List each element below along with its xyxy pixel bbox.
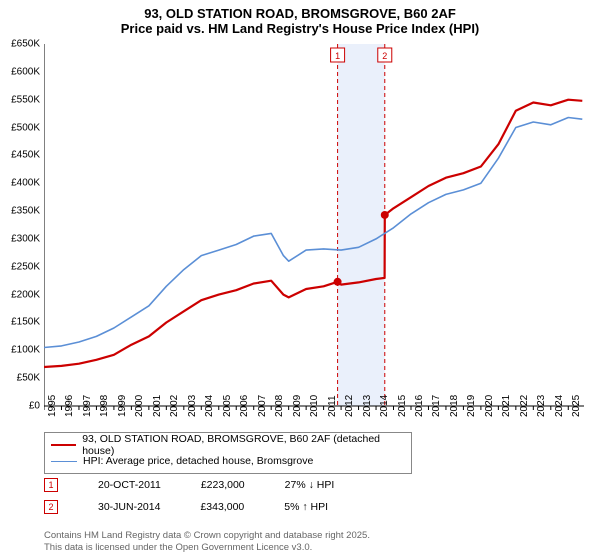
- footer-line1: Contains HM Land Registry data © Crown c…: [44, 530, 370, 542]
- legend-swatch-price-paid: [51, 444, 76, 446]
- chart-plot-area: 12: [44, 44, 584, 406]
- x-tick-label: 2020: [484, 395, 495, 417]
- footer-attribution: Contains HM Land Registry data © Crown c…: [44, 530, 370, 554]
- chart-title-line1: 93, OLD STATION ROAD, BROMSGROVE, B60 2A…: [0, 6, 600, 21]
- x-tick-label: 2002: [169, 395, 180, 417]
- x-tick-label: 1995: [47, 395, 58, 417]
- x-tick-label: 2019: [466, 395, 477, 417]
- svg-text:2: 2: [382, 51, 387, 61]
- chart-svg: 12: [44, 44, 584, 424]
- marker-badge-2: 2: [44, 500, 58, 514]
- x-tick-label: 2006: [239, 395, 250, 417]
- x-tick-label: 2018: [449, 395, 460, 417]
- x-tick-label: 2015: [397, 395, 408, 417]
- x-tick-label: 2012: [344, 395, 355, 417]
- y-tick-label: £250K: [11, 261, 40, 272]
- chart-title-line2: Price paid vs. HM Land Registry's House …: [0, 21, 600, 36]
- y-tick-label: £450K: [11, 150, 40, 161]
- y-tick-label: £100K: [11, 345, 40, 356]
- x-tick-label: 1999: [117, 395, 128, 417]
- y-tick-label: £50K: [17, 373, 40, 384]
- marker-badge-1: 1: [44, 478, 58, 492]
- marker-row-1: 1 20-OCT-2011 £223,000 27% ↓ HPI: [44, 478, 334, 492]
- x-tick-label: 2007: [257, 395, 268, 417]
- x-tick-label: 2017: [431, 395, 442, 417]
- y-tick-label: £650K: [11, 39, 40, 50]
- x-tick-label: 2001: [152, 395, 163, 417]
- y-tick-label: £350K: [11, 206, 40, 217]
- x-tick-label: 2025: [571, 395, 582, 417]
- marker-delta-2: 5% ↑ HPI: [284, 501, 328, 513]
- y-tick-label: £150K: [11, 317, 40, 328]
- x-tick-label: 2011: [327, 395, 338, 417]
- marker-delta-1: 27% ↓ HPI: [285, 479, 335, 491]
- x-tick-label: 1998: [99, 395, 110, 417]
- y-tick-label: £550K: [11, 94, 40, 105]
- x-tick-label: 1996: [64, 395, 75, 417]
- x-tick-label: 2009: [292, 395, 303, 417]
- legend-swatch-hpi: [51, 461, 77, 462]
- x-tick-label: 2016: [414, 395, 425, 417]
- y-tick-label: £600K: [11, 66, 40, 77]
- marker-date-1: 20-OCT-2011: [98, 479, 161, 491]
- y-tick-label: £300K: [11, 233, 40, 244]
- y-tick-label: £200K: [11, 289, 40, 300]
- x-tick-label: 2022: [519, 395, 530, 417]
- x-tick-label: 2005: [222, 395, 233, 417]
- x-tick-label: 2013: [362, 395, 373, 417]
- x-tick-label: 2021: [501, 395, 512, 417]
- x-tick-label: 2010: [309, 395, 320, 417]
- y-tick-label: £400K: [11, 178, 40, 189]
- legend-label-hpi: HPI: Average price, detached house, Brom…: [83, 455, 313, 467]
- footer-line2: This data is licensed under the Open Gov…: [44, 542, 370, 554]
- x-tick-label: 2000: [134, 395, 145, 417]
- x-tick-label: 2003: [187, 395, 198, 417]
- x-tick-label: 2014: [379, 395, 390, 417]
- x-tick-label: 2024: [554, 395, 565, 417]
- x-tick-label: 2004: [204, 395, 215, 417]
- chart-title-block: 93, OLD STATION ROAD, BROMSGROVE, B60 2A…: [0, 0, 600, 36]
- legend: 93, OLD STATION ROAD, BROMSGROVE, B60 2A…: [44, 432, 412, 474]
- marker-price-2: £343,000: [200, 501, 244, 513]
- marker-row-2: 2 30-JUN-2014 £343,000 5% ↑ HPI: [44, 500, 328, 514]
- marker-price-1: £223,000: [201, 479, 245, 491]
- legend-row-price-paid: 93, OLD STATION ROAD, BROMSGROVE, B60 2A…: [51, 437, 405, 453]
- x-tick-label: 2023: [536, 395, 547, 417]
- svg-text:1: 1: [335, 51, 340, 61]
- y-tick-label: £500K: [11, 122, 40, 133]
- legend-label-price-paid: 93, OLD STATION ROAD, BROMSGROVE, B60 2A…: [82, 433, 405, 457]
- y-tick-label: £0: [29, 401, 40, 412]
- x-tick-label: 2008: [274, 395, 285, 417]
- marker-date-2: 30-JUN-2014: [98, 501, 160, 513]
- x-tick-label: 1997: [82, 395, 93, 417]
